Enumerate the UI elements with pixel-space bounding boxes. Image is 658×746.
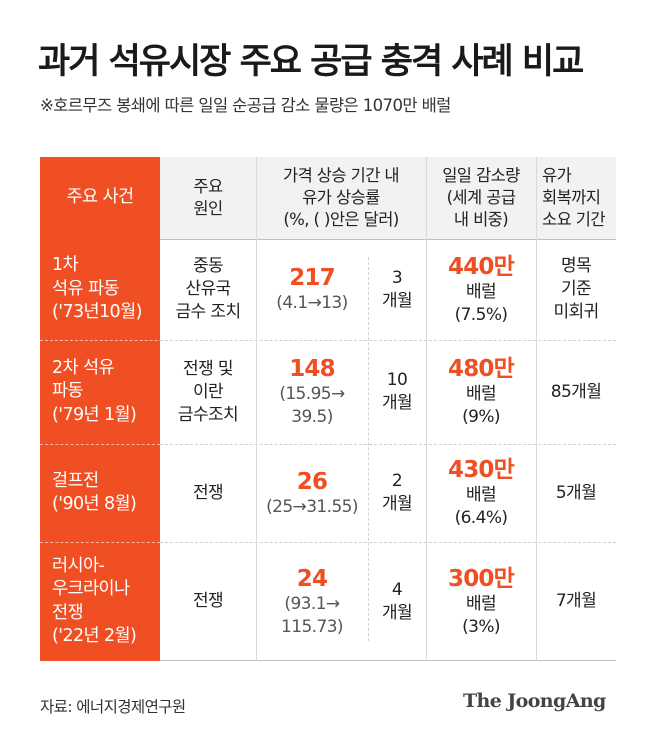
header-cause: 주요 원인 [160,157,256,239]
table-row-cause: 중동 산유국 금수 조치 [175,256,242,322]
table-bottom-border [160,660,616,661]
column-divider [426,157,427,661]
publisher-logo: The JoongAng [463,690,606,712]
table-row-supply: 430만 배럴 (6.4%) [448,457,515,528]
comparison-table: 주요 사건 주요 원인 가격 상승 기간 내 유가 상승률 (%, ( )안은 … [40,157,616,661]
price-increase-value: 217 [289,265,335,291]
header-divider [160,239,616,240]
table-row-price: 26 (25→31.55) [266,468,358,517]
supply-decrease-value: 440만 [448,253,515,280]
row-divider [40,542,160,543]
table-row-duration: 4 개월 [381,579,413,623]
subtitle-note: ※호르무즈 봉쇄에 따른 일일 순공급 감소 물량은 1070만 배럴 [40,96,451,115]
table-row-supply: 480만 배럴 (9%) [448,356,515,427]
table-row-cause: 전쟁 및 이란 금수조치 [177,358,239,425]
table-row-duration: 2 개월 [381,471,413,514]
price-increase-value: 24 [296,565,328,592]
source-note: 자료: 에너지경제연구원 [40,698,186,716]
table-row-recovery: 7개월 [555,591,597,611]
supply-decrease-value: 480만 [448,356,515,382]
row-divider [40,444,160,445]
column-divider [536,157,537,661]
table-row-supply: 300만 배럴 (3%) [448,565,515,637]
table-row-duration: 10 개월 [381,370,413,413]
row-divider [160,340,616,341]
table-row-price: 24 (93.1→ 115.73) [281,565,344,637]
price-increase-value: 148 [289,356,335,382]
table-row-event: 2차 석유 파동 ('79년 1월) [40,340,160,444]
table-row-event: 1차 석유 파동 ('73년10월) [40,239,160,340]
supply-decrease-value: 430만 [448,457,515,483]
supply-decrease-value: 300만 [448,565,515,592]
table-row-price: 148 (15.95→ 39.5) [279,356,345,427]
table-row-price: 217 (4.1→13) [276,265,348,313]
table-row-supply: 440만 배럴 (7.5%) [448,253,515,325]
page-title: 과거 석유시장 주요 공급 충격 사례 비교 [38,42,584,82]
table-row-recovery: 85개월 [550,381,602,402]
header-price: 가격 상승 기간 내 유가 상승률 (%, ( )안은 달러) [256,157,426,239]
header-supply: 일일 감소량 (세계 공급 내 비중) [426,157,536,239]
table-row-cause: 전쟁 [192,482,224,503]
header-event-label: 주요 사건 [66,187,135,208]
column-divider [368,257,370,641]
row-divider [160,444,616,445]
table-row-event: 걸프전 ('90년 8월) [40,444,160,542]
table-row-recovery: 명목 기준 미회귀 [553,256,599,322]
column-divider [256,157,257,661]
table-row-event: 러시아- 우크라이나 전쟁 ('22년 2월) [40,542,160,661]
price-increase-value: 26 [296,468,328,495]
table-row-duration: 3 개월 [381,267,413,311]
row-divider [160,542,616,543]
header-recovery: 유가 회복까지 소요 기간 [536,157,616,239]
table-row-cause: 전쟁 [192,591,224,611]
header-event: 주요 사건 [40,157,160,239]
table-row-recovery: 5개월 [555,482,597,503]
